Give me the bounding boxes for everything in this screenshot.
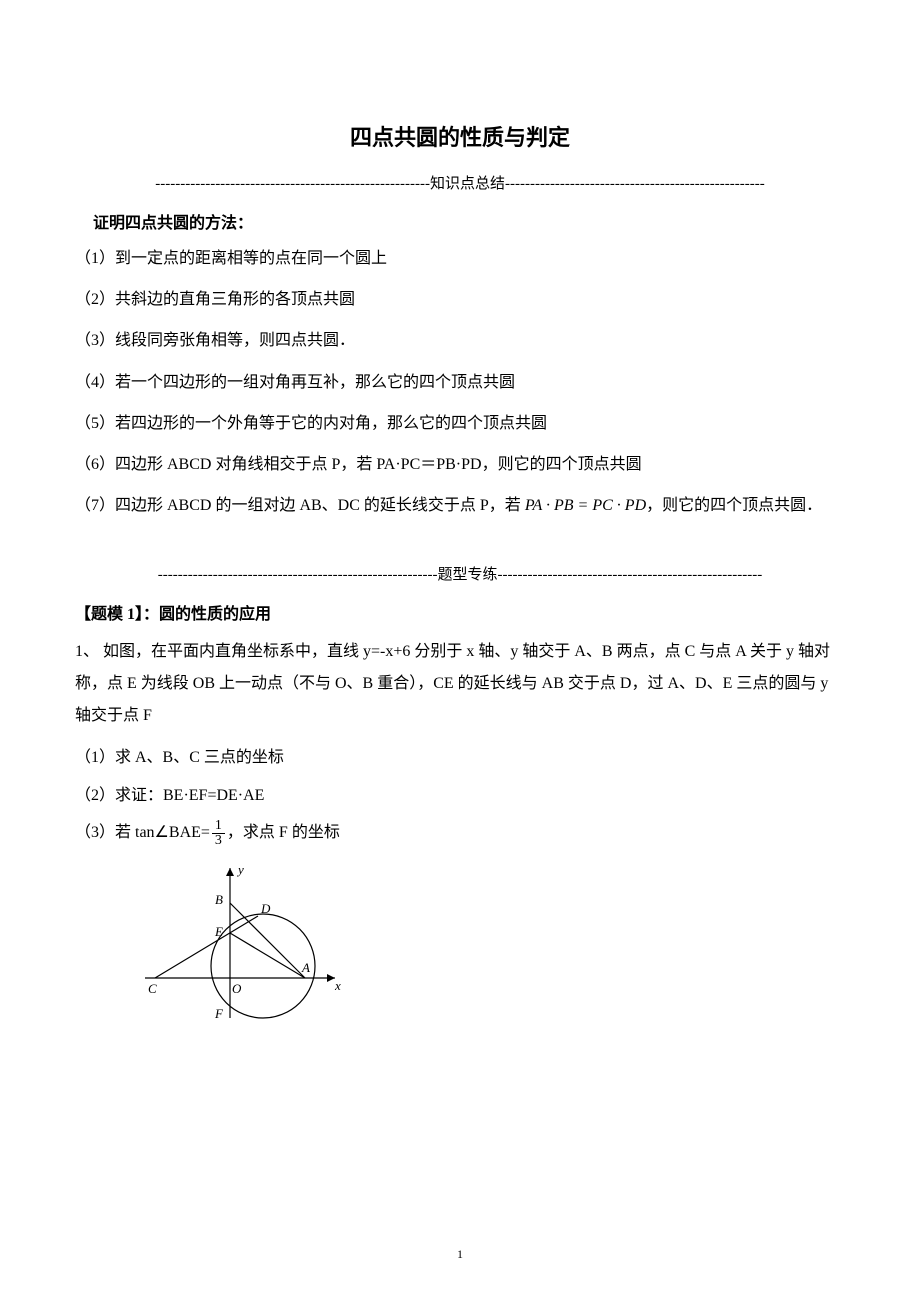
method-2: （2）共斜边的直角三角形的各顶点共圆 <box>75 286 845 313</box>
label-a: A <box>301 960 310 975</box>
method-4: （4）若一个四边形的一组对角再互补，那么它的四个顶点共圆 <box>75 369 845 396</box>
x-axis-arrow <box>327 974 335 982</box>
method-5: （5）若四边形的一个外角等于它的内对角，那么它的四个顶点共圆 <box>75 410 845 437</box>
page-number: 1 <box>457 1247 463 1262</box>
circle-adef <box>211 914 315 1018</box>
method-7-prefix: （7）四边形 ABCD 的一组对边 AB、DC 的延长线交于点 P，若 <box>75 497 525 514</box>
fraction-one-third: 13 <box>212 819 225 848</box>
label-d: D <box>260 901 271 916</box>
method-7: （7）四边形 ABCD 的一组对边 AB、DC 的延长线交于点 P，若 PA ·… <box>75 492 845 519</box>
label-f: F <box>214 1006 224 1021</box>
method-6: （6）四边形 ABCD 对角线相交于点 P，若 PA·PC＝PB·PD，则它的四… <box>75 451 845 478</box>
method-7-formula: PA · PB = PC · PD <box>525 497 646 514</box>
label-e: E <box>214 924 223 939</box>
section-header-methods: 证明四点共圆的方法： <box>75 209 845 233</box>
label-c: C <box>148 981 157 996</box>
method-3: （3）线段同旁张角相等，则四点共圆． <box>75 327 845 354</box>
divider-practice: ----------------------------------------… <box>75 563 845 584</box>
method-1: （1）到一定点的距离相等的点在同一个圆上 <box>75 245 845 272</box>
practice-header: 【题模 1】：圆的性质的应用 <box>75 600 845 624</box>
method-7-suffix: ，则它的四个顶点共圆． <box>646 497 822 514</box>
label-b: B <box>215 892 223 907</box>
label-o: O <box>232 981 242 996</box>
line-ced <box>155 916 258 978</box>
fraction-numerator: 1 <box>212 819 225 834</box>
problem-1-sub2: （2）求证：BE·EF=DE·AE <box>75 782 845 809</box>
label-y: y <box>236 862 244 877</box>
problem-1-sub1: （1）求 A、B、C 三点的坐标 <box>75 744 845 771</box>
page-title: 四点共圆的性质与判定 <box>75 120 845 152</box>
problem-1-sub3: （3）若 tan∠BAE=13，求点 F 的坐标 <box>75 819 845 848</box>
y-axis-arrow <box>226 868 234 876</box>
diagram-svg: y x B D E C O A F <box>135 858 355 1028</box>
problem-1-main: 1、 如图，在平面内直角坐标系中，直线 y=-x+6 分别于 x 轴、y 轴交于… <box>75 636 845 732</box>
fraction-denominator: 3 <box>212 834 225 848</box>
problem-1-sub3-prefix: （3）若 tan∠BAE= <box>75 824 210 841</box>
divider-knowledge: ----------------------------------------… <box>75 172 845 193</box>
label-x: x <box>334 978 341 993</box>
coordinate-diagram: y x B D E C O A F <box>135 858 845 1033</box>
problem-1-sub3-suffix: ，求点 F 的坐标 <box>227 824 340 841</box>
